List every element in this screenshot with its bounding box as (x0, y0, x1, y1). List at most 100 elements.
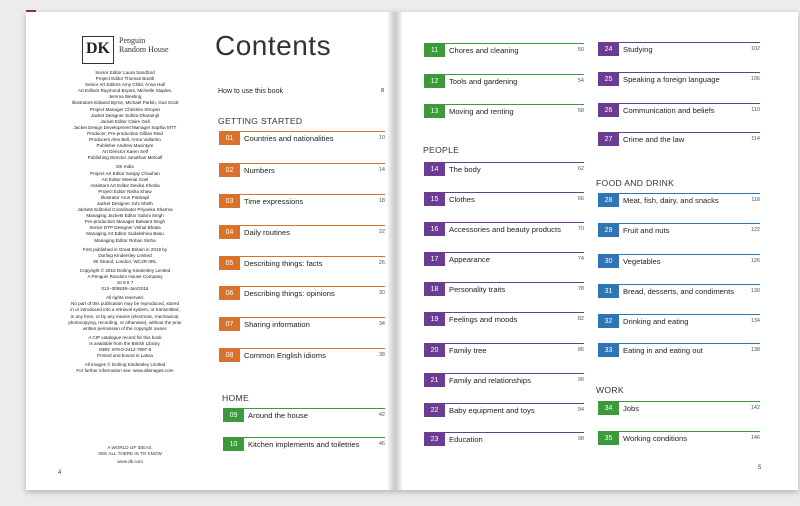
toc-entry: 11 Chores and cleaning 50 (424, 43, 584, 57)
toc-entry-number: 18 (424, 282, 445, 296)
toc-entry-number: 33 (598, 343, 619, 357)
toc-entry-label: Around the house (248, 410, 308, 420)
toc-entry-rule (424, 312, 584, 313)
toc-entry-number: 26 (598, 103, 619, 117)
toc-entry-label: Jobs (623, 403, 640, 413)
toc-entry-page: 82 (577, 316, 584, 322)
toc-entry-number: 30 (598, 254, 619, 268)
toc-entry-number: 16 (424, 222, 445, 236)
toc-entry: 15 Clothes 66 (424, 192, 584, 206)
toc-entry-page: 22 (378, 229, 385, 235)
toc-entry: 02 Numbers 14 (219, 163, 385, 177)
toc-entry-number: 20 (424, 343, 445, 357)
toc-entry-page: 14 (378, 167, 385, 173)
toc-entry-number: 28 (598, 193, 619, 207)
credit-line: Art Editors Raymond Bryant, Michelle Sta… (77, 88, 173, 94)
toc-entry-number: 15 (424, 192, 445, 206)
credit-line: Publishing Director Jonathan Metcalf (87, 155, 163, 161)
toc-entry: 18 Personality traits 78 (424, 282, 584, 296)
footer-block: A WORLD OF IDEAS: SEE ALL THERE IS TO KN… (90, 445, 170, 465)
toc-entry-page: 146 (750, 435, 760, 441)
credit-line: Managing Art Editor Sudakshina Basu (86, 231, 164, 237)
toc-entry: 28 Meat, fish, dairy, and snacks 118 (598, 193, 760, 207)
publisher-logo: DK Penguin Random House (82, 36, 169, 64)
toc-entry: 12 Tools and gardening 54 (424, 74, 584, 88)
toc-entry-page: 86 (577, 347, 584, 353)
toc-entry-page: 126 (750, 258, 760, 264)
toc-entry-page: 50 (577, 47, 584, 53)
toc-entry-number: 12 (424, 74, 445, 88)
toc-entry-number: 02 (219, 163, 240, 177)
how-to-use-label: How to use this book (218, 88, 283, 95)
toc-entry-label: Chores and cleaning (449, 45, 519, 55)
toc-entry-label: Describing things: opinions (244, 288, 335, 298)
toc-entry-page: 34 (378, 321, 385, 327)
toc-entry-label: Time expressions (244, 196, 304, 206)
toc-entry: 07 Sharing information 34 (219, 317, 385, 331)
toc-entry-rule (424, 403, 584, 404)
penguin-random-house-label: Penguin Random House (119, 36, 169, 54)
toc-entry-number: 19 (424, 312, 445, 326)
toc-entry-number: 09 (223, 408, 244, 422)
toc-entry-rule (424, 74, 584, 75)
toc-entry-rule (424, 162, 584, 163)
how-to-use-page: 8 (380, 88, 384, 94)
toc-entry-label: Appearance (449, 254, 490, 264)
toc-entry: 31 Bread, desserts, and condiments 130 (598, 284, 760, 298)
credit-line: Senior Art Editors Amy Child, Anna Hall (85, 82, 165, 88)
toc-entry-label: Common English idioms (244, 350, 326, 360)
toc-entry-page: 26 (378, 260, 385, 266)
credit-line: Project Editor Thomas Booth (95, 76, 155, 82)
toc-entry-rule (598, 72, 760, 73)
credit-line: For further information see: www.dkimage… (76, 368, 174, 374)
credit-line: 012–305538–Jan/2018 (101, 286, 149, 292)
credit-line: Art Editor Meenal Goel (101, 176, 149, 182)
credit-line: Project Art Editor Sanjay Chauhan (90, 170, 160, 176)
toc-entry-rule (424, 373, 584, 374)
toc-entry-label: Numbers (244, 165, 275, 175)
credit-line: Art Director Karen Self (102, 149, 148, 155)
credit-line: 10 9 8 7 (116, 280, 134, 286)
toc-entry-label: Speaking a foreign language (623, 74, 720, 84)
toc-entry: 26 Communication and beliefs 110 (598, 103, 760, 117)
toc-entry-page: 58 (577, 108, 584, 114)
toc-entry-rule (424, 192, 584, 193)
toc-entry-rule (219, 163, 385, 164)
toc-entry-page: 94 (577, 407, 584, 413)
toc-entry-number: 25 (598, 72, 619, 86)
toc-entry-rule (598, 343, 760, 344)
credit-line: Project Manager Christine Stroyan (89, 106, 161, 112)
toc-entry-rule (424, 43, 584, 44)
toc-entry-rule (424, 282, 584, 283)
toc-entry: 27 Crime and the law 114 (598, 132, 760, 146)
toc-entry-page: 118 (751, 197, 760, 203)
toc-entry-label: Eating in and eating out (623, 345, 703, 355)
credit-line: First published in Great Britain in 2018… (82, 246, 168, 252)
toc-entry-number: 07 (219, 317, 240, 331)
toc-entry-rule (219, 194, 385, 195)
toc-entry: 06 Describing things: opinions 30 (219, 286, 385, 300)
toc-entry-rule (219, 256, 385, 257)
toc-entry-number: 01 (219, 131, 240, 145)
toc-entry-page: 142 (750, 405, 760, 411)
toc-entry-label: Vegetables (623, 256, 661, 266)
toc-entry-rule (424, 343, 584, 344)
footer-line-3: www.dk.com (117, 459, 143, 464)
toc-entry: 14 The body 62 (424, 162, 584, 176)
credit-line: Producers Alex Bell, Anna Vallarino (89, 137, 161, 143)
toc-entry-number: 06 (219, 286, 240, 300)
toc-entry-page: 138 (750, 347, 760, 353)
toc-entry-label: Meat, fish, dairy, and snacks (623, 195, 719, 205)
toc-entry-rule (598, 132, 760, 133)
toc-entry: 32 Drinking and eating 134 (598, 314, 760, 328)
toc-entry-rule (598, 401, 760, 402)
toc-entry-page: 98 (577, 436, 584, 442)
credit-line: Managing Editor Rohan Sinha (94, 237, 156, 243)
section-home: HOME (222, 393, 249, 403)
credit-line: No part of this publication may be repro… (70, 301, 179, 307)
toc-entry-label: Bread, desserts, and condiments (623, 286, 735, 296)
section-getting-started: GETTING STARTED (218, 116, 303, 126)
toc-entry: 10 Kitchen implements and toiletries 46 (223, 437, 385, 451)
toc-entry-label: Studying (623, 44, 653, 54)
toc-entry: 13 Moving and renting 58 (424, 104, 584, 118)
